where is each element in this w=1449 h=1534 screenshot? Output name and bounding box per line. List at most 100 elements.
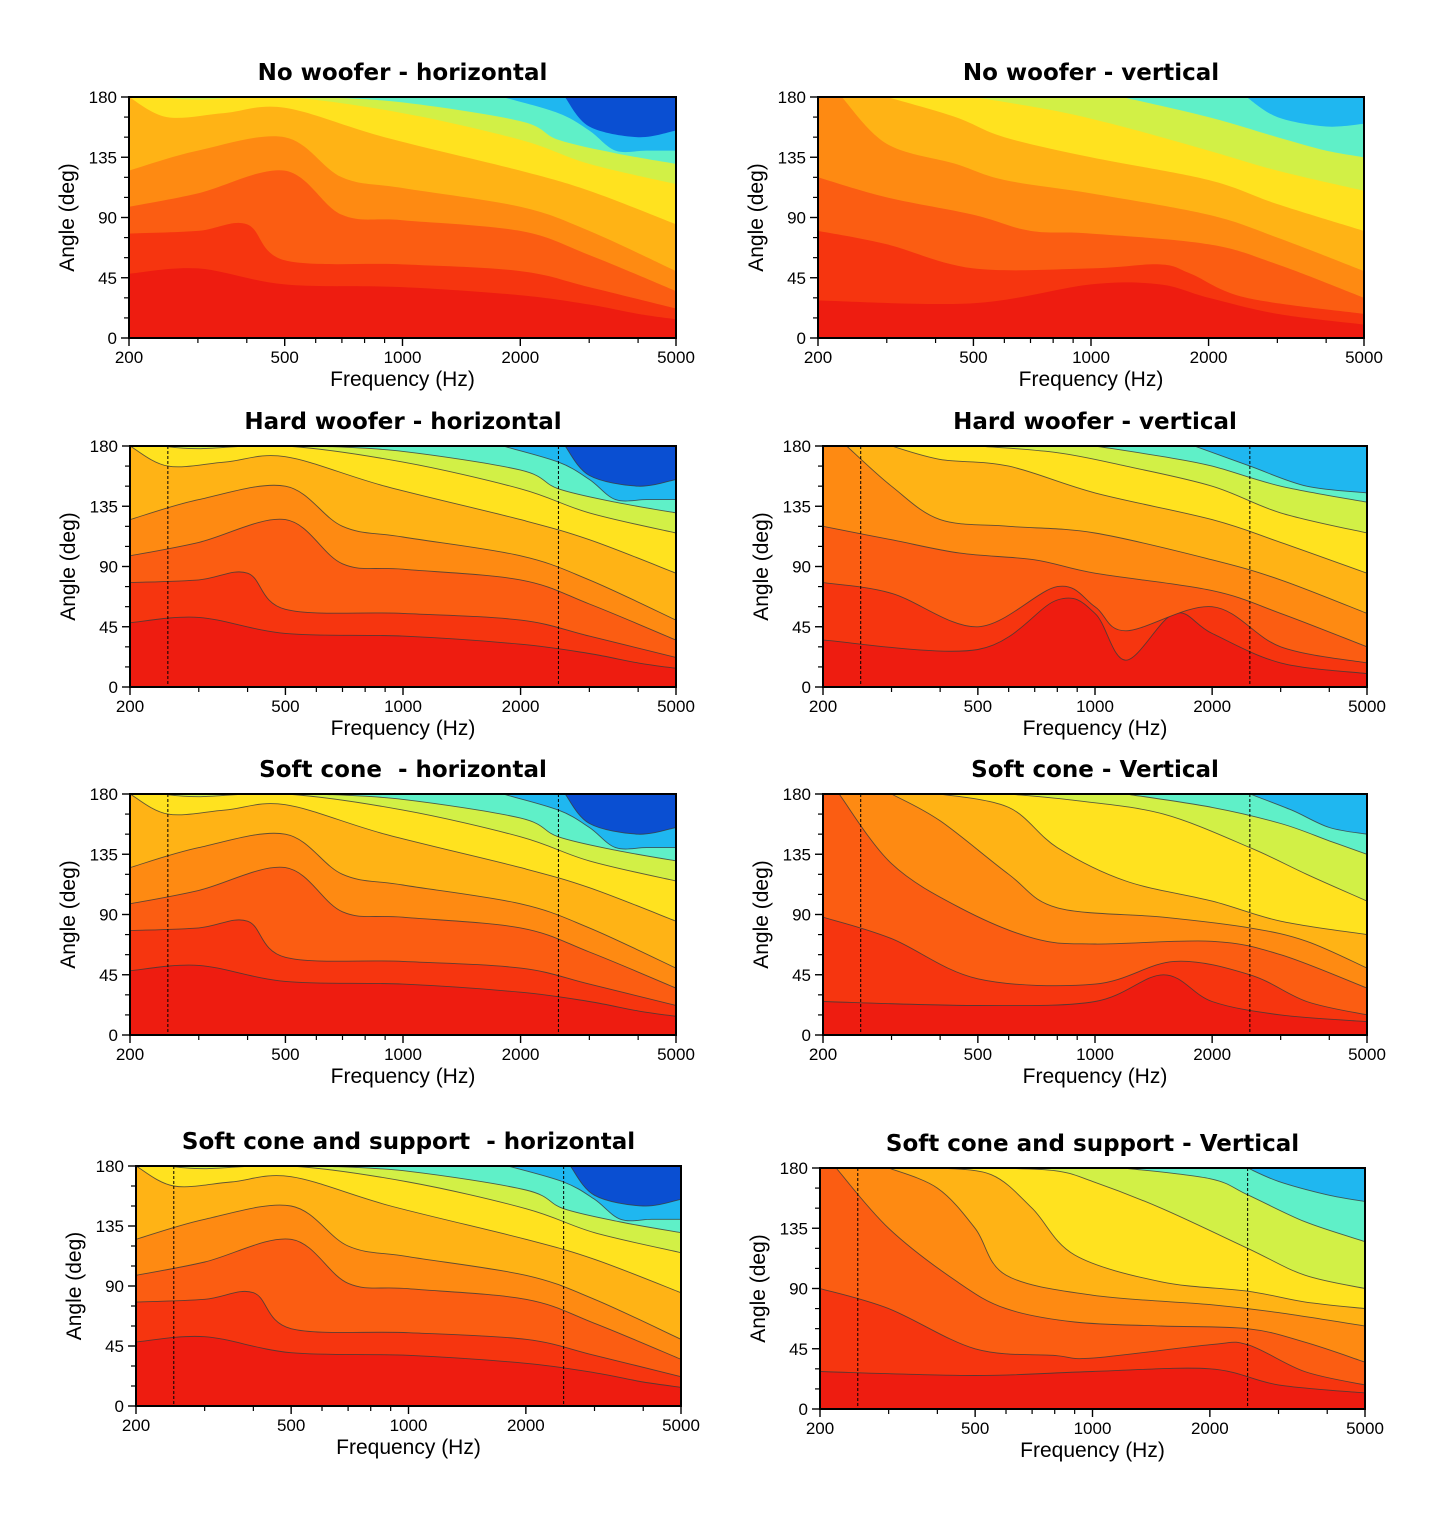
heatmap-band: [565, 794, 676, 835]
x-tick-label: 2000: [502, 1045, 540, 1064]
y-tick-label: 0: [802, 1026, 811, 1045]
chart-title: No woofer - horizontal: [258, 60, 548, 86]
contour-line: [1094, 446, 1367, 503]
x-tick-label: 5000: [1345, 348, 1383, 367]
x-axis-label: Frequency (Hz): [330, 368, 475, 391]
y-tick-label: 90: [789, 1280, 808, 1299]
x-axis-label: Frequency (Hz): [331, 1065, 476, 1088]
x-tick-label: 500: [964, 697, 992, 716]
x-tick-label: 5000: [657, 697, 695, 716]
x-tick-label: 200: [116, 697, 144, 716]
contour-line: [316, 446, 676, 514]
contour-line: [321, 1166, 681, 1234]
chart-panel: 200 500 1000 2000 5000 0 45 90 135 180 Frequency (…: [723, 724, 1407, 1110]
y-tick-label: 180: [783, 437, 811, 456]
contour-line: [136, 1335, 681, 1388]
x-tick-label: 200: [122, 1416, 150, 1435]
y-tick-label: 45: [99, 966, 118, 985]
y-tick-label: 45: [792, 966, 811, 985]
contour-line: [977, 446, 1367, 534]
x-tick-label: 200: [804, 348, 832, 367]
contour-line: [569, 1166, 681, 1207]
contour-line: [1125, 794, 1367, 855]
contour-line: [136, 1166, 681, 1294]
x-tick-label: 1000: [1072, 348, 1110, 367]
x-tick-label: 2000: [1190, 348, 1228, 367]
y-tick-label: 135: [90, 845, 118, 864]
y-tick-label: 45: [98, 269, 117, 288]
chart-title: Hard woofer - vertical: [953, 409, 1237, 435]
contour-line: [130, 446, 676, 574]
contour-line: [940, 794, 1367, 936]
x-tick-label: 500: [271, 348, 299, 367]
contour-line: [823, 974, 1367, 1023]
y-tick-label: 180: [96, 1157, 124, 1176]
contour-line: [130, 832, 676, 969]
contour-line: [130, 484, 676, 621]
y-tick-label: 90: [105, 1277, 124, 1296]
contour-line: [136, 1238, 681, 1360]
contour-line: [888, 1168, 1365, 1327]
y-tick-label: 135: [783, 497, 811, 516]
x-tick-label: 200: [806, 1419, 834, 1438]
contour-line: [564, 794, 676, 835]
y-tick-label: 45: [787, 269, 806, 288]
y-axis-label: Angle (deg): [63, 1232, 86, 1341]
x-tick-label: 2000: [507, 1416, 545, 1435]
x-tick-label: 1000: [1074, 1419, 1112, 1438]
x-tick-label: 1000: [384, 348, 422, 367]
chart-panel: 200 500 1000 2000 5000 0 45 90 135 180 Frequency (…: [723, 376, 1407, 762]
chart-svg: 200 500 1000 2000 5000 0 45 90 135 180 Frequency (…: [745, 60, 1383, 391]
chart-panel: 200 500 1000 2000 5000 0 45 90 135 180 Frequency (…: [720, 1098, 1405, 1484]
x-tick-label: 2000: [1191, 1419, 1229, 1438]
contour-line: [502, 794, 676, 850]
x-tick-label: 1000: [384, 1045, 422, 1064]
y-axis-label: Angle (deg): [750, 512, 773, 621]
contour-line: [316, 794, 676, 862]
x-tick-label: 2000: [1193, 1045, 1231, 1064]
chart-title: Soft cone - Vertical: [971, 757, 1219, 783]
contour-line: [1194, 446, 1367, 494]
y-tick-label: 0: [115, 1397, 124, 1416]
x-tick-label: 5000: [662, 1416, 700, 1435]
y-tick-label: 45: [99, 618, 118, 637]
contour-line: [838, 794, 1367, 989]
contour-line: [160, 794, 676, 882]
x-tick-label: 1000: [384, 697, 422, 716]
x-tick-label: 5000: [1348, 697, 1386, 716]
x-tick-label: 500: [271, 1045, 299, 1064]
y-tick-label: 135: [90, 497, 118, 516]
contour-line: [820, 1367, 1365, 1394]
chart-svg: 200 500 1000 2000 5000 0 45 90 135 180 Frequency (…: [56, 60, 695, 391]
y-tick-label: 135: [780, 1219, 808, 1238]
chart-title: No woofer - vertical: [963, 60, 1219, 86]
y-axis-label: Angle (deg): [57, 860, 80, 969]
y-tick-label: 90: [99, 906, 118, 925]
contour-line: [130, 866, 676, 989]
chart-panel: 200 500 1000 2000 5000 0 45 90 135 180 Frequency (…: [30, 724, 716, 1110]
contour-line: [136, 1204, 681, 1340]
chart-panel: 200 500 1000 2000 5000 0 45 90 135 180 Frequency (…: [718, 27, 1404, 413]
y-tick-label: 135: [778, 148, 806, 167]
chart-panel: 200 500 1000 2000 5000 0 45 90 135 180 Frequency (…: [36, 1096, 721, 1481]
chart-panel: 200 500 1000 2000 5000 0 45 90 135 180 Frequency (…: [29, 27, 716, 413]
y-tick-label: 180: [778, 88, 806, 107]
y-tick-label: 135: [89, 148, 117, 167]
chart-svg: 200 500 1000 2000 5000 0 45 90 135 180 Frequency (…: [750, 409, 1386, 740]
chart-title: Soft cone - horizontal: [259, 757, 547, 783]
contour-line: [130, 571, 676, 658]
contour-line: [130, 964, 676, 1017]
y-axis-label: Angle (deg): [745, 163, 768, 272]
contour-line: [166, 1166, 681, 1254]
y-tick-label: 0: [109, 1026, 118, 1045]
contour-line: [160, 446, 676, 534]
x-tick-label: 2000: [1193, 697, 1231, 716]
y-tick-label: 90: [787, 209, 806, 228]
x-axis-label: Frequency (Hz): [331, 717, 476, 740]
x-axis-label: Frequency (Hz): [1023, 1065, 1168, 1088]
y-tick-label: 135: [96, 1217, 124, 1236]
x-tick-label: 500: [271, 697, 299, 716]
contour-line: [130, 518, 676, 641]
chart-svg: 200 500 1000 2000 5000 0 45 90 135 180 Frequency (…: [57, 757, 695, 1088]
contour-line: [130, 616, 676, 669]
